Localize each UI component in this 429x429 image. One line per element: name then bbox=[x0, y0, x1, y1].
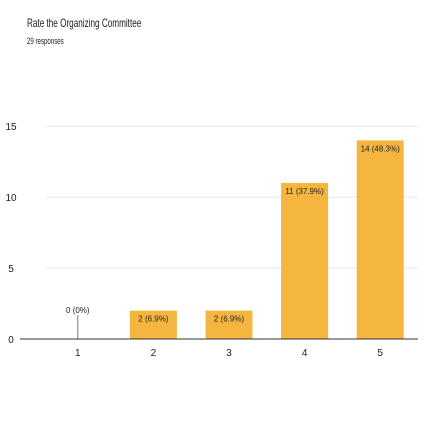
data-label: 2 (6.9%) bbox=[214, 315, 245, 324]
y-axis-ticks: 0 5 10 15 bbox=[5, 122, 17, 346]
y-tick-label: 15 bbox=[5, 122, 17, 133]
y-tick-label: 10 bbox=[5, 193, 17, 204]
data-label: 14 (48.3%) bbox=[361, 144, 400, 153]
bar bbox=[129, 310, 177, 339]
data-label: 11 (37.9%) bbox=[285, 187, 324, 196]
bar bbox=[356, 140, 404, 339]
response-count: 29 responses bbox=[27, 36, 64, 46]
bar bbox=[281, 182, 329, 339]
y-tick-label: 5 bbox=[8, 264, 14, 275]
x-tick-label: 3 bbox=[226, 348, 232, 359]
y-tick-label: 0 bbox=[8, 335, 14, 346]
data-label: 2 (6.9%) bbox=[138, 315, 169, 324]
x-tick-label: 4 bbox=[302, 348, 308, 359]
x-tick-label: 2 bbox=[151, 348, 157, 359]
bar bbox=[205, 310, 253, 339]
chart-title: Rate the Organizing Committee bbox=[27, 16, 142, 30]
bars bbox=[77, 140, 404, 339]
grid-lines bbox=[46, 125, 418, 269]
x-tick-label: 5 bbox=[377, 348, 383, 359]
data-labels: 0 (0%) 2 (6.9%) 2 (6.9%) 11 (37.9%) 14 (48.3… bbox=[66, 144, 400, 323]
data-label: 0 (0%) bbox=[66, 306, 90, 315]
x-tick-label: 1 bbox=[75, 348, 81, 359]
x-axis-ticks: 1 2 3 4 5 bbox=[75, 348, 383, 359]
